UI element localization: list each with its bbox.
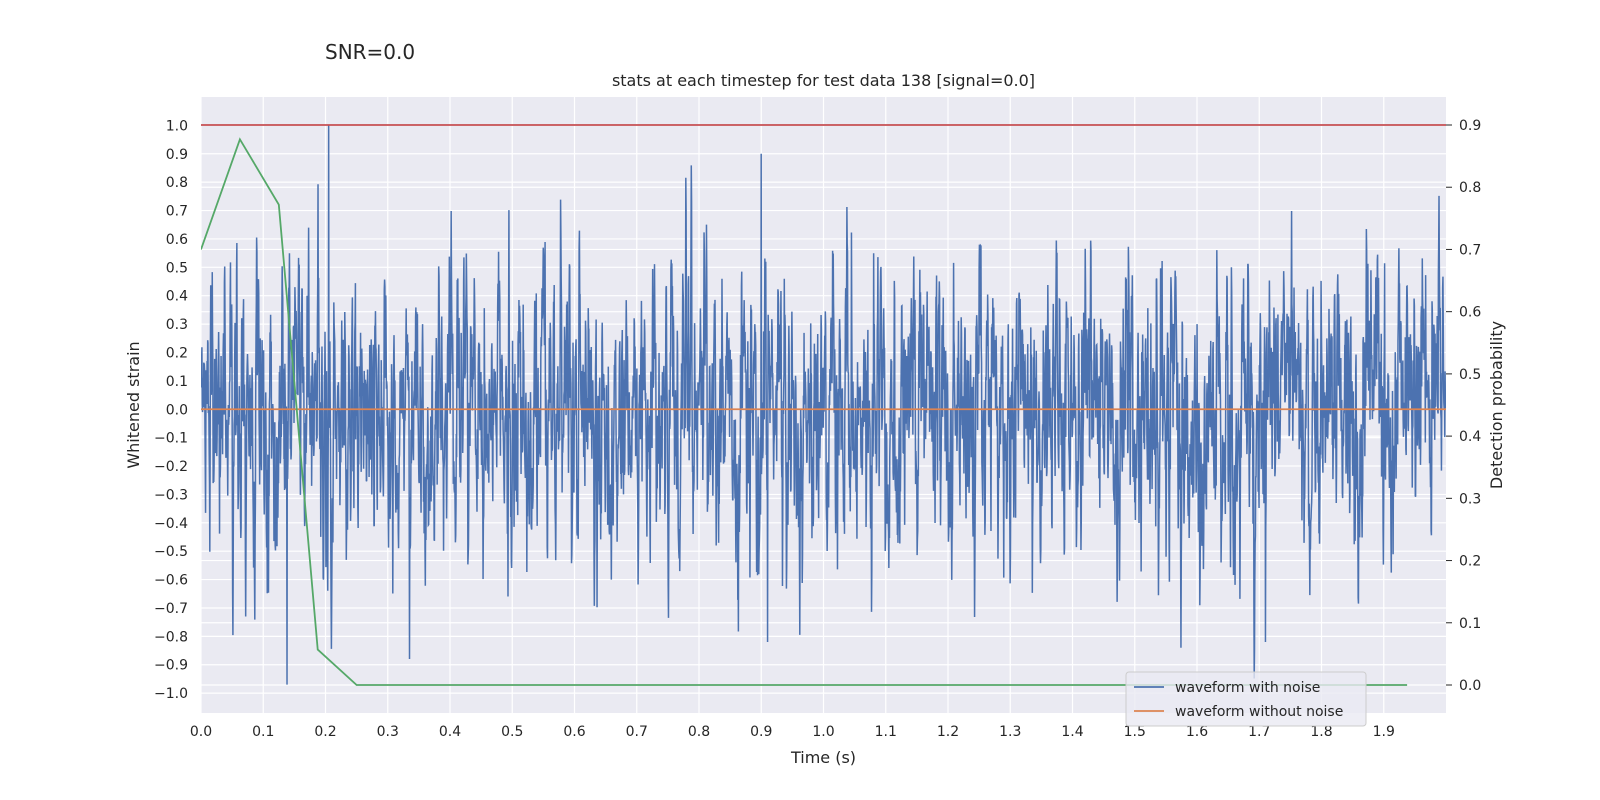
- y-right-tick-label: 0.8: [1459, 180, 1481, 196]
- y-tick-label: −0.9: [154, 658, 188, 674]
- y-right-tick-label: 0.0: [1459, 678, 1481, 694]
- x-tick-label: 1.7: [1248, 724, 1270, 740]
- y-tick-label: −0.5: [154, 544, 188, 560]
- y-tick-label: −0.1: [154, 431, 188, 447]
- x-tick-label: 1.2: [937, 724, 959, 740]
- y-right-tick-label: 0.3: [1459, 491, 1481, 507]
- y-tick-label: 0.6: [166, 232, 188, 248]
- y-tick-label: −0.2: [154, 459, 188, 475]
- y-tick-label: −0.8: [154, 629, 188, 645]
- series-waveform-with-noise: [201, 125, 1446, 685]
- y-tick-label: 0.7: [166, 204, 188, 220]
- y-axis-ticks: 1.0 0.9 0.8 0.7 0.6 0.5 0.4 0.3 0.2 0.1 0.0 −0.1 −0.…: [154, 118, 188, 702]
- x-tick-label: 0.3: [377, 724, 399, 740]
- x-axis-ticks: 0.0 0.1 0.2 0.3 0.4 0.5 0.6 0.7 0.8 0.9 1.0 1.1 1.2 1…: [190, 724, 1395, 740]
- x-tick-label: 1.3: [999, 724, 1021, 740]
- x-axis-label: Time (s): [790, 748, 856, 767]
- y-right-tick-label: 0.9: [1459, 118, 1481, 134]
- x-tick-label: 1.8: [1310, 724, 1332, 740]
- x-tick-label: 0.6: [563, 724, 585, 740]
- x-tick-label: 0.2: [314, 724, 336, 740]
- x-tick-label: 1.1: [875, 724, 897, 740]
- y-tick-label: −1.0: [154, 686, 188, 702]
- y-tick-label: 0.5: [166, 260, 188, 276]
- y-tick-label: −0.6: [154, 573, 188, 589]
- y-tick-label: 0.0: [166, 402, 188, 418]
- series-detection-probability: [201, 137, 1408, 686]
- y-axis-label: Whitened strain: [124, 341, 143, 468]
- x-tick-label: 1.6: [1186, 724, 1208, 740]
- y-tick-label: 0.2: [166, 345, 188, 361]
- x-tick-label: 0.9: [750, 724, 772, 740]
- x-tick-label: 1.4: [1061, 724, 1083, 740]
- x-tick-label: 0.0: [190, 724, 212, 740]
- y-right-tick-label: 0.4: [1459, 429, 1481, 445]
- y-tick-label: −0.7: [154, 601, 188, 617]
- y-right-tick-label: 0.6: [1459, 305, 1481, 321]
- x-tick-label: 1.9: [1373, 724, 1395, 740]
- y-tick-label: −0.3: [154, 487, 188, 503]
- legend-entry: waveform with noise: [1175, 680, 1320, 696]
- y-tick-label: 0.9: [166, 147, 188, 163]
- legend-frame: [1125, 671, 1367, 727]
- y-right-tick-label: 0.5: [1459, 367, 1481, 383]
- x-tick-label: 0.7: [626, 724, 648, 740]
- x-tick-label: 0.1: [252, 724, 274, 740]
- x-tick-label: 1.5: [1124, 724, 1146, 740]
- y-tick-label: 0.3: [166, 317, 188, 333]
- y-tick-label: 1.0: [166, 118, 188, 134]
- y-right-tick-label: 0.7: [1459, 242, 1481, 258]
- chart-title: stats at each timestep for test data 138…: [612, 71, 1035, 90]
- legend: waveform with noise waveform without nois…: [1125, 671, 1367, 727]
- x-tick-label: 0.5: [501, 724, 523, 740]
- series-layer: [200, 124, 1447, 686]
- y-right-tick-label: 0.1: [1459, 616, 1481, 632]
- y-axis-right-ticks: 0.9 0.8 0.7 0.6 0.5 0.4 0.3 0.2 0.1 0.0: [1446, 118, 1481, 694]
- suptitle: SNR=0.0: [325, 40, 416, 64]
- y-tick-label: −0.4: [154, 516, 188, 532]
- y-tick-label: 0.8: [166, 175, 188, 191]
- y-axis-right-label: Detection probability: [1487, 321, 1506, 489]
- y-right-tick-label: 0.2: [1459, 554, 1481, 570]
- legend-entry: waveform without noise: [1175, 704, 1343, 720]
- x-tick-label: 0.8: [688, 724, 710, 740]
- y-tick-label: 0.4: [166, 289, 188, 305]
- x-tick-label: 1.0: [812, 724, 834, 740]
- y-tick-label: 0.1: [166, 374, 188, 390]
- x-tick-label: 0.4: [439, 724, 461, 740]
